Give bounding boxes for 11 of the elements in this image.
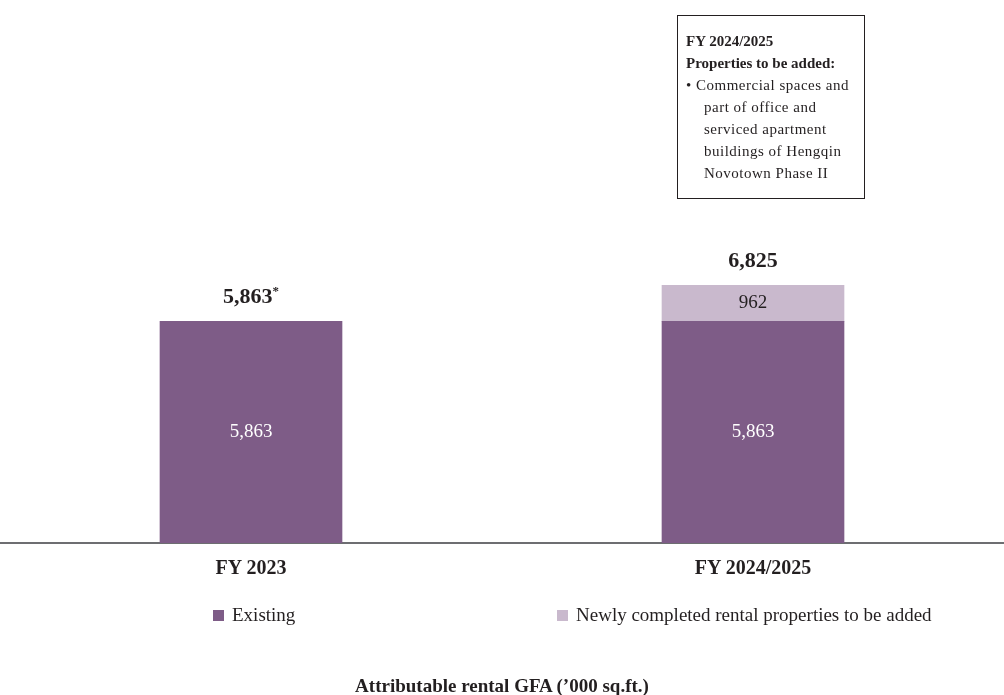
data-label: 962	[738, 291, 768, 313]
x-tick-label: FY 2023	[215, 556, 287, 579]
data-label: 5,863	[731, 420, 775, 442]
text: Properties to be added:	[686, 54, 837, 73]
legend-label: Existing	[232, 604, 296, 626]
total-label: 6,825	[728, 247, 778, 272]
total-label: 5,863*	[223, 282, 279, 309]
legend-label: Newly completed rental properties to be added	[576, 604, 932, 626]
data-label: 5,863	[229, 420, 273, 442]
text: FY 2024/2025	[686, 32, 775, 51]
text: • Commercial spaces and part of office and serviced apartment buildings of Hengqin Novotown Phase II	[686, 76, 850, 183]
